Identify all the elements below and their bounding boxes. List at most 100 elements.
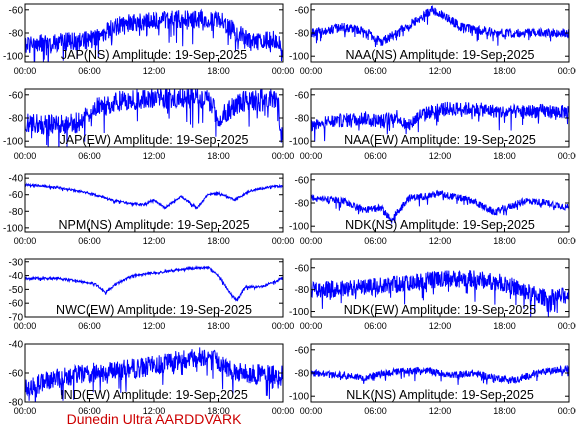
- x-tick-label: 00:00: [558, 321, 576, 331]
- series-line: [25, 347, 283, 402]
- series-line: [25, 8, 283, 62]
- x-tick-label: 00:00: [272, 321, 295, 331]
- x-tick-label: 18:00: [207, 66, 230, 76]
- y-tick-label: -60: [295, 345, 310, 356]
- chart-title: NDK(EW) Amplitude: 19-Sep-2025: [344, 303, 536, 317]
- chart-panel: -60 -80 -100 00:00 06:00 12:00 18:00 00:00 NLK(N…: [289, 343, 576, 416]
- y-tick-label: -80: [295, 199, 310, 210]
- y-tick-label: -60: [9, 369, 24, 380]
- chart-panel: -60 -80 -100 00:00 06:00 12:00 18:00 00:00 JAP(E…: [3, 88, 295, 161]
- y-tick-label: -60: [295, 5, 310, 16]
- y-tick-label: -40: [9, 340, 24, 351]
- chart-panel: -60 -80 -100 00:00 06:00 12:00 18:00 00:00 NAA(E…: [289, 88, 576, 161]
- chart-title: NDK(NS) Amplitude: 19-Sep-2025: [345, 218, 535, 232]
- x-tick-label: 06:00: [78, 151, 101, 161]
- chart-title: NAA(EW) Amplitude: 19-Sep-2025: [344, 133, 536, 147]
- series-line: [311, 189, 569, 225]
- y-tick-label: -80: [9, 114, 24, 125]
- y-tick-label: -100: [289, 307, 309, 318]
- chart-panel: -60 -80 -100 00:00 06:00 12:00 18:00 00:00 NAA(N…: [289, 3, 576, 76]
- chart-title: NAA(NS) Amplitude: 19-Sep-2025: [346, 48, 535, 62]
- y-tick-label: -30: [9, 257, 24, 268]
- x-tick-label: 00:00: [14, 236, 37, 246]
- chart-title: NLK(NS) Amplitude: 19-Sep-2025: [346, 388, 534, 402]
- y-tick-label: -80: [295, 285, 310, 296]
- x-tick-label: 00:00: [14, 66, 37, 76]
- x-tick-label: 06:00: [78, 66, 101, 76]
- x-tick-label: 00:00: [272, 406, 295, 416]
- x-tick-label: 06:00: [364, 406, 387, 416]
- y-tick-label: -60: [9, 5, 24, 16]
- x-tick-label: 06:00: [364, 321, 387, 331]
- chart-panel: -60 -80 -100 00:00 06:00 12:00 18:00 00:00 JAP(N…: [3, 3, 294, 76]
- x-tick-label: 12:00: [429, 236, 452, 246]
- y-tick-label: -80: [9, 29, 24, 40]
- x-tick-label: 12:00: [143, 406, 166, 416]
- x-tick-label: 00:00: [300, 236, 323, 246]
- series-line: [311, 364, 569, 385]
- y-tick-label: -80: [295, 29, 310, 40]
- y-tick-label: -60: [295, 263, 310, 274]
- x-tick-label: 06:00: [78, 321, 101, 331]
- x-tick-label: 12:00: [143, 66, 166, 76]
- series-line: [25, 182, 283, 210]
- x-tick-label: 06:00: [78, 236, 101, 246]
- y-tick-label: -80: [295, 369, 310, 380]
- chart-panel: -40 -60 -80 -100 00:00 06:00 12:00 18:00 00:00 NP…: [3, 173, 295, 246]
- x-tick-label: 00:00: [300, 66, 323, 76]
- y-tick-label: -80: [9, 207, 24, 218]
- y-tick-label: -60: [9, 190, 24, 201]
- series-line: [311, 5, 569, 48]
- footer-credit: Dunedin Ultra AARDDVARK: [67, 411, 242, 427]
- x-tick-label: 00:00: [14, 321, 37, 331]
- y-tick-label: -100: [3, 52, 23, 63]
- y-tick-label: -100: [3, 223, 23, 234]
- chart-title: JAP(EW) Amplitude: 19-Sep-2025: [60, 133, 249, 147]
- x-tick-label: 06:00: [78, 406, 101, 416]
- x-tick-label: 00:00: [558, 236, 576, 246]
- y-tick-label: -100: [289, 52, 309, 63]
- y-tick-label: -100: [289, 137, 309, 148]
- y-tick-label: -100: [289, 222, 309, 233]
- x-tick-label: 12:00: [429, 321, 452, 331]
- x-tick-label: 18:00: [493, 406, 516, 416]
- x-tick-label: 12:00: [429, 406, 452, 416]
- x-tick-label: 06:00: [364, 151, 387, 161]
- x-tick-label: 12:00: [143, 321, 166, 331]
- y-tick-label: -80: [295, 114, 310, 125]
- x-tick-label: 18:00: [207, 321, 230, 331]
- x-tick-label: 12:00: [143, 151, 166, 161]
- series-line: [25, 265, 283, 302]
- chart-title: IND(EW) Amplitude: 19-Sep-2025: [60, 388, 248, 402]
- y-tick-label: -40: [9, 271, 24, 282]
- y-tick-label: -60: [295, 175, 310, 186]
- series-line: [311, 101, 569, 142]
- y-tick-label: -50: [9, 285, 24, 296]
- x-tick-label: 00:00: [300, 321, 323, 331]
- x-tick-label: 00:00: [558, 66, 576, 76]
- x-tick-label: 00:00: [300, 151, 323, 161]
- y-tick-label: -60: [295, 90, 310, 101]
- x-tick-label: 06:00: [364, 66, 387, 76]
- x-tick-label: 00:00: [14, 406, 37, 416]
- y-tick-label: -100: [289, 392, 309, 403]
- x-tick-label: 18:00: [493, 66, 516, 76]
- x-tick-label: 12:00: [429, 66, 452, 76]
- x-tick-label: 12:00: [429, 151, 452, 161]
- series-line: [311, 269, 569, 317]
- y-tick-label: -70: [9, 313, 24, 324]
- y-tick-label: -100: [3, 137, 23, 148]
- x-tick-label: 18:00: [493, 236, 516, 246]
- x-tick-label: 18:00: [493, 321, 516, 331]
- x-tick-label: 18:00: [207, 406, 230, 416]
- y-tick-label: -60: [9, 299, 24, 310]
- chart-panel: -60 -80 -100 00:00 06:00 12:00 18:00 00:00 NDK(E…: [289, 258, 576, 331]
- x-tick-label: 06:00: [364, 236, 387, 246]
- y-tick-label: -60: [9, 90, 24, 101]
- x-tick-label: 18:00: [207, 151, 230, 161]
- x-tick-label: 00:00: [272, 236, 295, 246]
- x-tick-label: 00:00: [272, 151, 295, 161]
